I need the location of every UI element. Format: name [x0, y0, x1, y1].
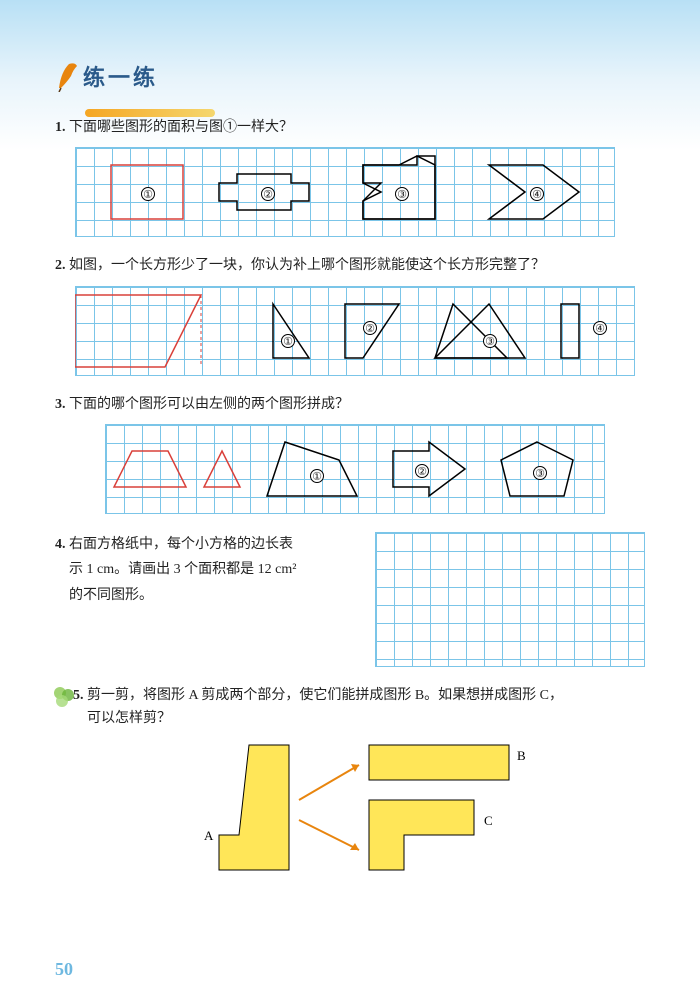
q3-shapes	[105, 424, 605, 514]
q2-num: 2.	[55, 258, 66, 273]
q3-num: 3.	[55, 397, 66, 412]
q3-text: 下面的哪个图形可以由左侧的两个图形拼成？	[69, 397, 349, 412]
q4-line1: 右面方格纸中，每个小方格的边长表	[69, 537, 293, 552]
question-5: 5. 剪一剪，将图形 A 剪成两个部分，使它们能拼成图形 B。如果想拼成图形 C…	[55, 685, 645, 890]
section-title: 练一练	[83, 60, 158, 92]
q3-label-3: ③	[533, 466, 547, 480]
question-2: 2. 如图，一个长方形少了一块，你认为补上哪个图形就能使这个长方形完整了？ ① …	[55, 255, 645, 375]
q4-grid	[375, 532, 645, 667]
q1-label-4: ④	[530, 187, 544, 201]
q4-line3: 的不同图形。	[69, 588, 153, 603]
question-3: 3. 下面的哪个图形可以由左侧的两个图形拼成？ ① ② ③	[55, 394, 645, 514]
q4-line2: 示 1 cm。请画出 3 个面积都是 12 cm²	[69, 562, 296, 577]
q1-text: 下面哪些图形的面积与图①一样大？	[69, 120, 293, 135]
q1-num: 1.	[55, 120, 66, 135]
q2-label-3: ③	[483, 334, 497, 348]
q2-shapes	[75, 286, 635, 376]
q5-diagram: A B C	[169, 740, 549, 890]
q5-label-a: A	[204, 828, 214, 843]
page-number: 50	[55, 959, 73, 980]
feather-icon	[55, 60, 83, 92]
q5-label-c: C	[484, 813, 493, 828]
title-underline	[85, 109, 215, 117]
q5-line2: 可以怎样剪？	[87, 711, 171, 726]
question-4: 4. 右面方格纸中，每个小方格的边长表 示 1 cm。请画出 3 个面积都是 1…	[55, 532, 645, 667]
q2-label-2: ②	[363, 321, 377, 335]
q3-label-1: ①	[310, 469, 324, 483]
q5-label-b: B	[517, 748, 526, 763]
question-1: 1. 下面哪些图形的面积与图①一样大？ ① ② ③ ④	[55, 117, 645, 237]
clover-icon	[50, 685, 78, 713]
q2-label-4: ④	[593, 321, 607, 335]
q5-line1: 剪一剪，将图形 A 剪成两个部分，使它们能拼成图形 B。如果想拼成图形 C，	[87, 688, 563, 703]
q1-label-2: ②	[261, 187, 275, 201]
q4-num: 4.	[55, 537, 66, 552]
q1-label-3: ③	[395, 187, 409, 201]
q2-text: 如图，一个长方形少了一块，你认为补上哪个图形就能使这个长方形完整了？	[69, 258, 545, 273]
q1-label-1: ①	[141, 187, 155, 201]
q2-label-1: ①	[281, 334, 295, 348]
q3-label-2: ②	[415, 464, 429, 478]
